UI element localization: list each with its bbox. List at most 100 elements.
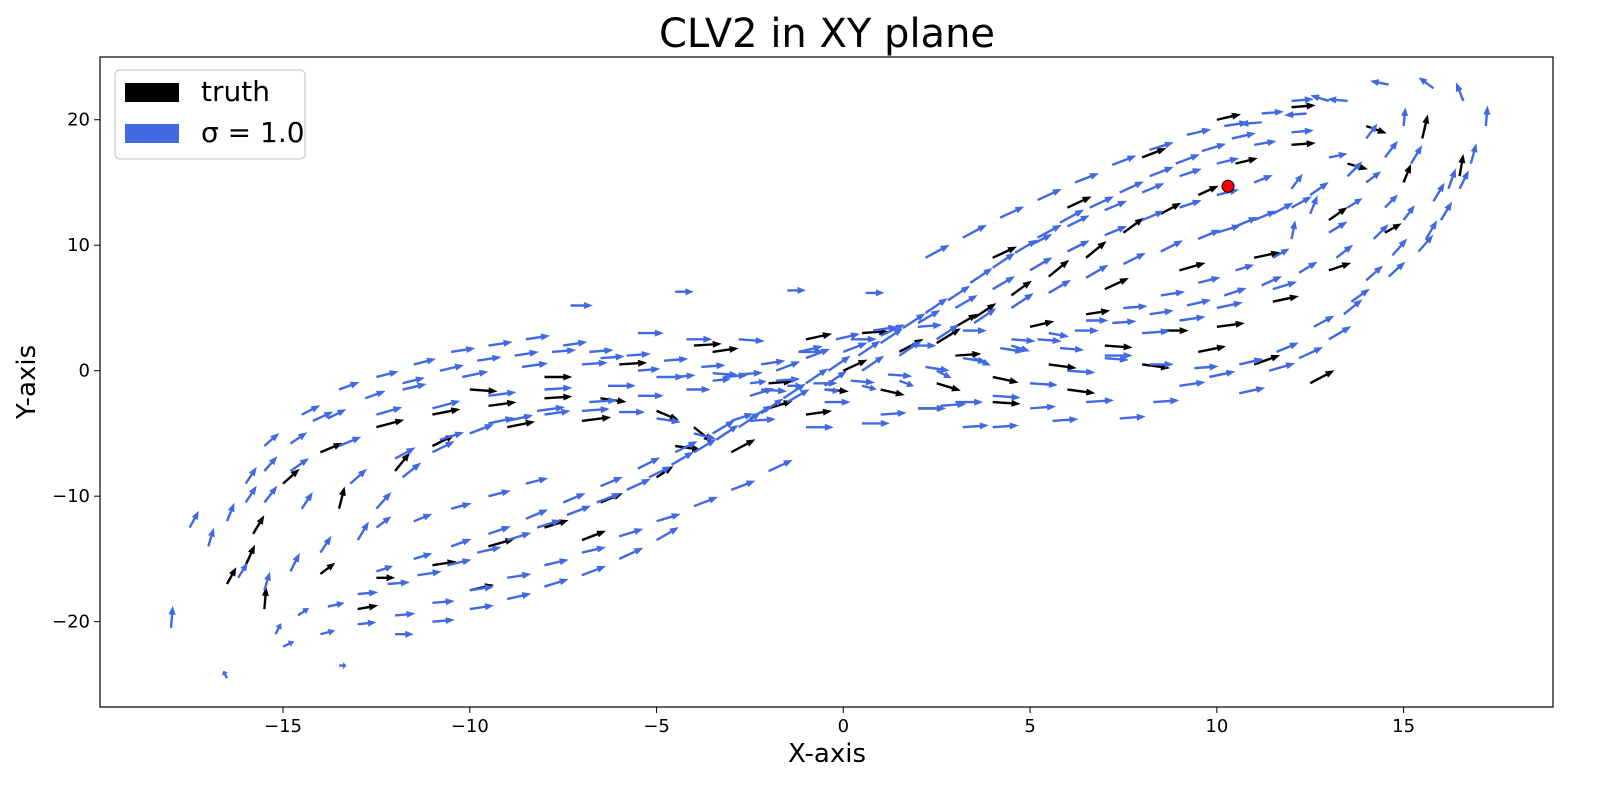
- quiver-arrow: [1365, 171, 1382, 184]
- quiver-arrow: [813, 379, 838, 387]
- quiver-arrow: [1179, 199, 1202, 209]
- quiver-arrow: [1085, 241, 1107, 259]
- quiver-arrow: [936, 369, 952, 379]
- quiver-arrow: [413, 552, 433, 561]
- quiver-arrow: [712, 420, 735, 435]
- quiver-arrow: [1346, 198, 1363, 209]
- quiver-arrow: [712, 346, 739, 354]
- quiver-arrow: [955, 398, 984, 406]
- quiver-arrow: [376, 574, 395, 582]
- y-tick-label: 20: [67, 110, 90, 131]
- quiver-arrow: [1384, 194, 1398, 209]
- quiver-arrow: [768, 400, 793, 410]
- quiver-arrow: [1197, 185, 1219, 197]
- quiver-arrow: [917, 310, 941, 325]
- quiver-arrow: [1425, 220, 1438, 240]
- quiver-arrow: [1048, 279, 1071, 294]
- quiver-arrow: [1104, 225, 1128, 237]
- quiver-arrow: [1086, 317, 1109, 324]
- quiver-arrow: [536, 519, 562, 529]
- quiver-arrow: [1253, 354, 1281, 366]
- quiver-arrow: [768, 459, 793, 473]
- quiver-arrow: [1104, 343, 1133, 351]
- quiver-arrow: [608, 382, 636, 390]
- quiver-arrow: [1276, 342, 1299, 353]
- quiver-arrow: [1141, 183, 1165, 194]
- quiver-arrow: [1141, 148, 1167, 159]
- quiver-arrow: [525, 509, 549, 520]
- quiver-arrow: [898, 340, 922, 357]
- quiver-arrow: [806, 423, 834, 431]
- quiver-arrow: [1085, 308, 1111, 316]
- quiver-arrow: [861, 384, 877, 392]
- quiver-arrow: [319, 443, 343, 454]
- quiver-arrow: [589, 347, 614, 355]
- quiver-arrow: [787, 286, 806, 294]
- quiver-arrow: [447, 558, 472, 567]
- quiver-arrow: [356, 521, 369, 541]
- quiver-arrow: [924, 244, 950, 259]
- quiver-arrow: [786, 389, 810, 404]
- quiver-arrow: [1048, 363, 1077, 371]
- quiver-arrow: [936, 382, 961, 392]
- quiver-arrow: [1291, 96, 1314, 104]
- quiver-arrow: [566, 505, 591, 517]
- quiver-arrow: [1119, 413, 1146, 421]
- quiver-arrow: [1328, 221, 1348, 234]
- quiver-arrow: [1197, 276, 1221, 284]
- quiver-arrow: [618, 547, 644, 560]
- quiver-arrow: [686, 386, 711, 393]
- plot-area: [168, 77, 1491, 679]
- quiver-arrow: [1235, 156, 1258, 165]
- quiver-arrow: [506, 413, 534, 423]
- quiver-arrow: [244, 466, 257, 485]
- marker-point: [1221, 179, 1235, 193]
- y-axis: −20 −10 0 10 20: [52, 110, 100, 633]
- quiver-arrow: [297, 608, 310, 617]
- quiver-arrow: [637, 392, 664, 400]
- quiver-arrow: [320, 628, 336, 636]
- quiver-arrow: [1327, 96, 1348, 104]
- quiver-arrow: [1402, 205, 1415, 221]
- x-tick-label: −10: [451, 716, 489, 737]
- quiver-arrow: [749, 387, 775, 397]
- quiver-arrow: [1291, 196, 1312, 209]
- quiver-arrow: [1067, 368, 1096, 376]
- quiver-arrow: [1216, 300, 1243, 310]
- quiver-arrow: [1111, 155, 1137, 166]
- x-tick-label: 0: [838, 716, 849, 737]
- quiver-arrow: [1253, 250, 1281, 259]
- quiver-arrow: [1350, 288, 1370, 303]
- quiver-arrow: [1011, 344, 1030, 352]
- quiver-arrow: [730, 413, 754, 422]
- quiver-arrow: [693, 432, 717, 441]
- quiver-arrow: [962, 224, 987, 239]
- quiver-arrow: [1328, 151, 1348, 159]
- quiver-arrow: [880, 324, 905, 337]
- quiver-arrow: [798, 344, 823, 354]
- quiver-arrow: [1086, 397, 1114, 405]
- quiver-arrow: [962, 357, 987, 364]
- quiver-arrow: [674, 441, 698, 454]
- quiver-arrow: [862, 419, 890, 427]
- quiver-arrow: [824, 398, 851, 406]
- quiver-arrow: [1179, 314, 1206, 322]
- quiver-arrow: [648, 466, 672, 479]
- quiver-arrow: [432, 617, 455, 624]
- quiver-arrow: [551, 347, 577, 355]
- quiver-arrow: [1410, 145, 1423, 165]
- quiver-arrow: [954, 313, 978, 328]
- quiver-arrow: [992, 276, 1015, 291]
- quiver-arrow: [1291, 127, 1314, 135]
- quiver-arrow: [1048, 331, 1070, 339]
- quiver-arrow: [469, 603, 494, 611]
- quiver-arrow: [376, 565, 394, 573]
- quiver-arrow: [300, 492, 313, 510]
- quiver-arrow: [619, 359, 648, 367]
- quiver-arrow: [999, 206, 1025, 219]
- quiver-arrow: [1149, 166, 1174, 178]
- quiver-arrow: [338, 381, 360, 391]
- quiver-arrow: [1037, 337, 1062, 344]
- quiver-arrow: [1030, 381, 1058, 388]
